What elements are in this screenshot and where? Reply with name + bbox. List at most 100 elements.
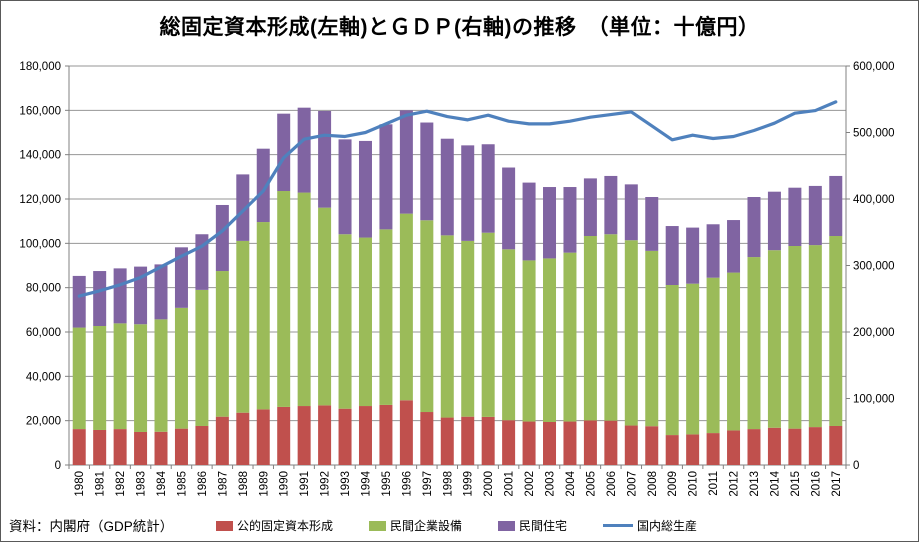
bar-segment-1983 xyxy=(134,324,148,432)
source-note: 資料：内閣府（GDP統計） xyxy=(9,519,174,534)
chart-title: 総固定資本形成(左軸)とＧＤＰ(右軸)の推移 （単位：十億円） xyxy=(159,16,760,39)
bar-segment-1998 xyxy=(440,138,454,236)
left-axis-tick-label: 40,000 xyxy=(26,371,61,383)
bar-segment-1991 xyxy=(297,192,311,407)
bar-segment-2012 xyxy=(727,272,741,431)
bar-segment-1982 xyxy=(113,323,127,430)
bar-segment-1981 xyxy=(93,429,107,465)
x-axis-tick-label: 2004 xyxy=(565,470,577,496)
bar-segment-2009 xyxy=(665,435,679,465)
bar-segment-1999 xyxy=(461,240,475,417)
x-axis-tick-label: 1995 xyxy=(381,471,393,497)
legend-color-swatch xyxy=(216,520,233,531)
legend-color-swatch xyxy=(369,520,387,531)
left-axis-tick-label: 140,000 xyxy=(19,150,61,162)
x-axis-tick-label: 1983 xyxy=(136,471,148,497)
bar-segment-2006 xyxy=(604,234,618,421)
bar-segment-2016 xyxy=(808,427,822,465)
bar-segment-1982 xyxy=(113,268,127,324)
bar-segment-1999 xyxy=(461,416,475,465)
bar-segment-2009 xyxy=(665,285,679,436)
left-axis-tick-label: 0 xyxy=(55,460,61,472)
bar-segment-1991 xyxy=(297,107,311,193)
bar-segment-1994 xyxy=(358,237,372,407)
x-axis-tick-label: 2001 xyxy=(504,471,516,497)
bar-segment-1987 xyxy=(215,271,229,417)
x-axis-tick-label: 1990 xyxy=(279,471,291,497)
bar-segment-2008 xyxy=(645,426,659,465)
bar-segment-1989 xyxy=(256,148,270,223)
bar-segment-1992 xyxy=(318,110,332,208)
bar-segment-1997 xyxy=(420,122,434,221)
bar-segment-2014 xyxy=(767,250,781,428)
bar-segment-1983 xyxy=(134,266,148,325)
bar-segment-1982 xyxy=(113,429,127,465)
x-axis-tick-label: 1982 xyxy=(115,471,127,497)
bar-segment-2017 xyxy=(829,425,843,465)
x-axis-tick-label: 1991 xyxy=(299,471,311,497)
bar-segment-2000 xyxy=(481,416,495,465)
x-axis-tick-label: 1988 xyxy=(238,471,250,497)
x-axis-tick-label: 2003 xyxy=(545,471,557,497)
left-axis-tick-label: 60,000 xyxy=(26,327,61,339)
x-axis-tick-label: 2002 xyxy=(524,471,536,497)
bar-segment-1997 xyxy=(420,412,434,465)
bar-segment-2011 xyxy=(706,224,720,278)
bar-segment-2010 xyxy=(686,227,700,284)
x-axis-tick-label: 1996 xyxy=(401,471,413,497)
bar-segment-2015 xyxy=(788,245,802,429)
bar-segment-1995 xyxy=(379,124,393,230)
x-axis-tick-label: 1998 xyxy=(442,471,454,497)
bar-segment-2002 xyxy=(522,260,536,422)
bar-segment-2013 xyxy=(747,257,761,430)
x-axis-tick-label: 2000 xyxy=(483,471,495,497)
legend-label: 民間企業設備 xyxy=(390,519,463,533)
bar-segment-1990 xyxy=(277,113,291,192)
bar-segment-2017 xyxy=(829,175,843,237)
bar-segment-1999 xyxy=(461,145,475,241)
bar-segment-1983 xyxy=(134,431,148,465)
bar-segment-2005 xyxy=(583,178,597,237)
x-axis-tick-label: 2015 xyxy=(790,471,802,497)
bar-segment-2014 xyxy=(767,427,781,465)
x-axis-tick-label: 1985 xyxy=(176,471,188,497)
right-axis-tick-label: 100,000 xyxy=(853,394,895,406)
bar-segment-2016 xyxy=(808,185,822,246)
bar-segment-2003 xyxy=(543,421,557,465)
bar-segment-2006 xyxy=(604,175,618,235)
left-axis-tick-label: 160,000 xyxy=(19,105,61,117)
bar-segment-2008 xyxy=(645,197,659,251)
x-axis-tick-label: 1997 xyxy=(422,471,434,497)
bar-segment-1980 xyxy=(72,275,86,328)
x-axis-tick-label: 1984 xyxy=(156,470,168,496)
bar-segment-1987 xyxy=(215,416,229,465)
bar-segment-1992 xyxy=(318,207,332,406)
bar-segment-2014 xyxy=(767,191,781,251)
bar-segment-1994 xyxy=(358,140,372,238)
bar-segment-2007 xyxy=(624,240,638,426)
bar-segment-1987 xyxy=(215,204,229,272)
x-axis-tick-label: 1999 xyxy=(463,471,475,497)
gdp-line xyxy=(77,100,838,298)
bar-segment-2004 xyxy=(563,252,577,422)
bar-segment-1993 xyxy=(338,139,352,235)
bar-segment-1986 xyxy=(195,425,209,465)
bar-segment-1992 xyxy=(318,405,332,465)
x-axis-tick-label: 2017 xyxy=(831,471,843,497)
bar-segment-1995 xyxy=(379,229,393,405)
bar-segment-1996 xyxy=(399,110,413,214)
right-axis-tick-label: 500,000 xyxy=(853,128,895,140)
x-axis-tick-label: 2012 xyxy=(729,471,741,497)
bar-segment-2001 xyxy=(502,167,516,250)
bar-segment-1984 xyxy=(154,264,168,320)
bar-segment-2013 xyxy=(747,429,761,465)
x-axis-tick-label: 2016 xyxy=(810,471,822,497)
bar-segment-1989 xyxy=(256,222,270,410)
legend-label: 国内総生産 xyxy=(637,519,698,533)
bar-segment-2001 xyxy=(502,249,516,421)
right-axis-tick-label: 0 xyxy=(853,460,859,472)
left-axis-tick-label: 180,000 xyxy=(19,61,61,73)
x-axis-tick-label: 2014 xyxy=(769,470,781,496)
x-axis-tick-label: 1987 xyxy=(217,471,229,497)
bar-segment-2012 xyxy=(727,430,741,465)
